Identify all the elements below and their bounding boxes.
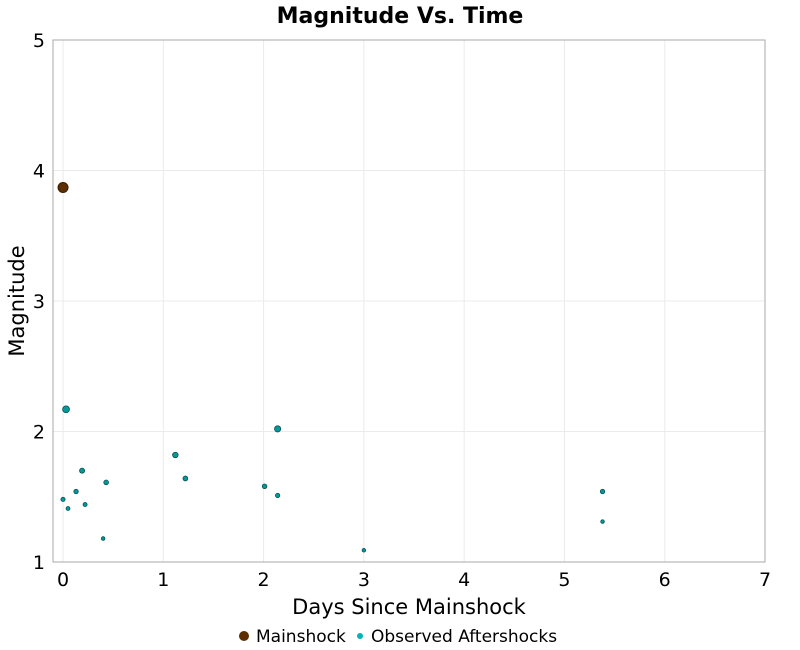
legend-label-mainshock: Mainshock [256, 627, 346, 647]
y-tick-label: 2 [33, 422, 45, 444]
x-tick-label: 1 [157, 569, 169, 591]
y-tick-label: 1 [33, 552, 45, 574]
legend-marker-mainshock [239, 631, 249, 641]
aftershock-point [60, 496, 66, 502]
x-tick-label: 7 [759, 569, 771, 591]
mainshock-point [57, 181, 69, 193]
y-ticks: 1 2 3 4 5 [33, 30, 45, 574]
x-tick-label: 5 [558, 569, 570, 591]
aftershock-point [103, 479, 109, 486]
aftershock-point [274, 425, 282, 433]
aftershock-point [172, 451, 179, 459]
y-tick-label: 4 [33, 161, 45, 183]
aftershock-point [100, 536, 106, 541]
x-tick-label: 0 [57, 569, 69, 591]
plot-frame [52, 39, 766, 563]
aftershock-point [275, 492, 281, 499]
aftershock-point [65, 506, 71, 511]
grid [53, 39, 766, 563]
aftershock-point [599, 488, 606, 495]
aftershock-point [600, 519, 605, 524]
legend-label-aftershocks: Observed Aftershocks [371, 627, 557, 647]
aftershock-point [82, 502, 88, 508]
x-tick-label: 4 [458, 569, 470, 591]
y-tick-label: 3 [33, 291, 45, 313]
aftershock-point [261, 483, 268, 490]
aftershock-point [182, 475, 189, 482]
x-ticks: 0 1 2 3 4 5 6 7 [57, 569, 771, 591]
x-tick-label: 3 [358, 569, 370, 591]
x-tick-label: 6 [659, 569, 671, 591]
aftershock-point [73, 488, 79, 495]
data-points [57, 181, 606, 553]
aftershock-point [361, 548, 367, 553]
chart-title: Magnitude Vs. Time [277, 4, 524, 29]
y-axis-label: Magnitude [5, 245, 29, 356]
aftershock-point [62, 405, 70, 414]
legend: Mainshock Observed Aftershocks [239, 627, 557, 647]
aftershock-point [79, 467, 86, 474]
y-tick-label: 5 [33, 30, 45, 52]
legend-marker-aftershocks [357, 633, 363, 639]
x-tick-label: 2 [258, 569, 270, 591]
x-axis-label: Days Since Mainshock [292, 595, 526, 619]
